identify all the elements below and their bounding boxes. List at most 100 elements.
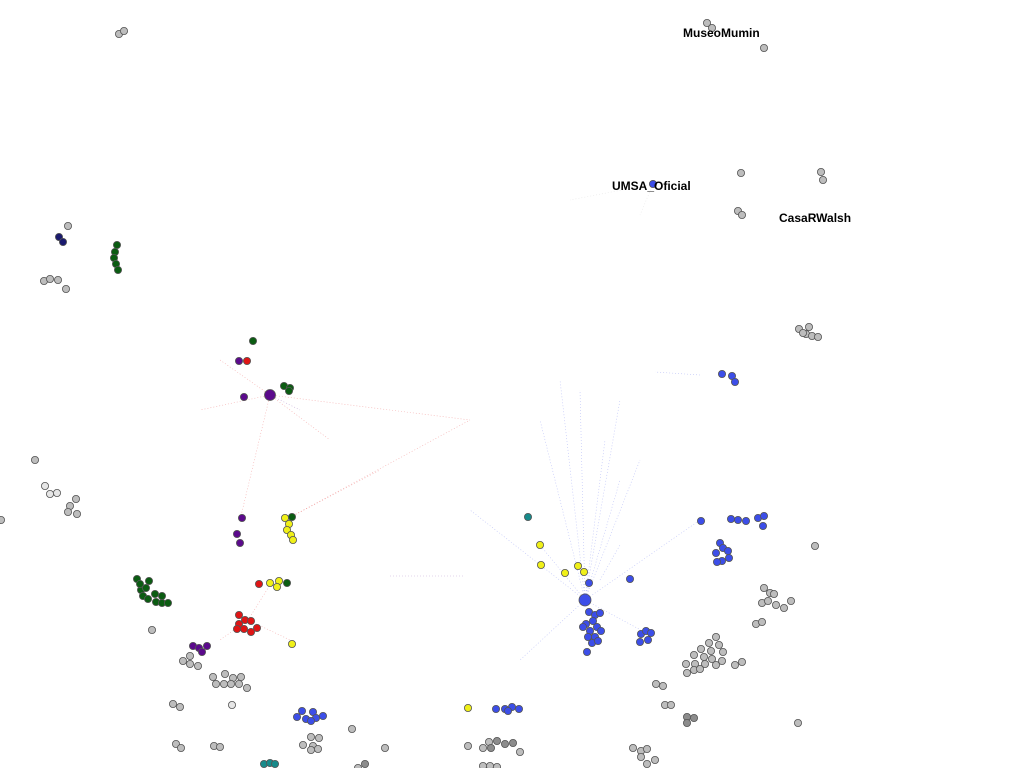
graph-node [705, 639, 714, 648]
graph-node [799, 328, 808, 337]
graph-node [298, 741, 307, 750]
graph-node [770, 590, 779, 599]
graph-node [168, 700, 177, 709]
graph-node [215, 743, 224, 752]
graph-node [742, 517, 751, 526]
graph-node [150, 590, 159, 599]
graph-node [113, 240, 122, 249]
graph-node [734, 516, 743, 525]
graph-node [764, 597, 773, 606]
graph-node [589, 617, 598, 626]
graph-node [62, 284, 71, 293]
graph-node [463, 742, 472, 751]
graph-node [287, 640, 296, 649]
graph-node [536, 541, 545, 550]
graph-node [579, 623, 588, 632]
graph-node [701, 660, 710, 669]
graph-edge [219, 359, 271, 396]
graph-node [690, 714, 699, 723]
graph-node [727, 515, 736, 524]
graph-node [696, 665, 705, 674]
graph-node [787, 597, 796, 606]
graph-node [361, 760, 369, 768]
graph-node [46, 489, 55, 498]
graph-node [500, 740, 509, 749]
graph-node [731, 377, 740, 386]
graph-node [708, 655, 717, 664]
graph-node [561, 569, 570, 578]
graph-node [738, 658, 747, 667]
graph-node [652, 680, 661, 689]
graph-node [185, 652, 194, 661]
graph-node [537, 561, 546, 570]
graph-node [637, 753, 646, 762]
graph-node [597, 627, 606, 636]
graph-node [234, 680, 243, 689]
graph-node [583, 648, 592, 657]
graph-edge [539, 419, 586, 601]
graph-edge [584, 599, 651, 636]
graph-node [232, 530, 241, 539]
graph-node [157, 592, 166, 601]
graph-node [715, 641, 724, 650]
graph-node [760, 44, 769, 53]
graph-node [46, 274, 55, 283]
graph-node [594, 637, 603, 646]
graph-edge [199, 394, 271, 411]
graph-node [114, 265, 123, 274]
graph-node [135, 580, 144, 589]
graph-node [288, 536, 297, 545]
node-label-museomumin: MuseoMumin [683, 26, 760, 40]
graph-node [805, 322, 814, 331]
graph-node [649, 179, 658, 188]
graph-node [811, 542, 820, 551]
graph-node [574, 562, 583, 571]
graph-node [760, 512, 769, 521]
graph-node [163, 599, 172, 608]
graph-node [227, 701, 236, 710]
graph-node [643, 760, 651, 768]
graph-node [64, 221, 73, 230]
graph-node [737, 168, 746, 177]
graph-edge [247, 584, 271, 621]
graph-edge [654, 371, 701, 376]
graph-node [516, 748, 525, 757]
graph-node [707, 647, 716, 656]
graph-node [176, 744, 185, 753]
graph-node [234, 356, 243, 365]
graph-node [708, 23, 717, 32]
graph-node [738, 210, 747, 219]
graph-node [53, 488, 62, 497]
graph-node [463, 704, 472, 713]
graph-node [712, 661, 721, 670]
graph-node [59, 237, 68, 246]
graph-node [626, 575, 635, 584]
label-layer: MuseoMumin UMSA_Oficial CasaRWalsh [612, 26, 851, 225]
graph-node [318, 712, 327, 721]
graph-edge [584, 399, 621, 601]
graph-node [712, 633, 721, 642]
graph-edge [269, 394, 301, 411]
graph-node [242, 684, 251, 693]
graph-node [629, 744, 638, 753]
graph-node [248, 336, 257, 345]
graph-node [479, 762, 487, 768]
graph-node [580, 568, 589, 577]
graph-node [178, 657, 187, 666]
graph-node [493, 763, 501, 768]
graph-node [254, 580, 263, 589]
graph-node [314, 734, 323, 743]
graph-node [682, 660, 691, 669]
graph-node [219, 680, 228, 689]
graph-node [690, 651, 699, 660]
graph-node [651, 756, 660, 765]
graph-node [236, 673, 245, 682]
graph-node [814, 332, 823, 341]
graph-edge [579, 389, 586, 601]
graph-edge [584, 519, 701, 601]
graph-node [644, 636, 653, 645]
graph-edge [284, 469, 381, 521]
graph-node [380, 744, 389, 753]
graph-node [185, 660, 194, 669]
graph-node [235, 539, 244, 548]
